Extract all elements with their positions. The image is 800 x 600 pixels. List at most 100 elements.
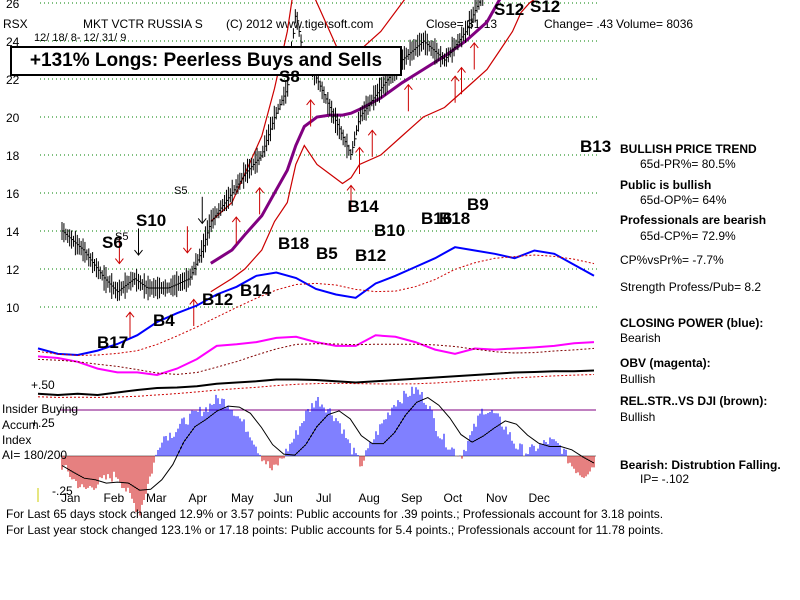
signal-label-b10: B10 bbox=[374, 221, 406, 240]
moving-average-line bbox=[210, 0, 502, 265]
signal-label-b16: B16 bbox=[421, 209, 453, 228]
cp-vs-pr: CP%vsPr%= -7.7% bbox=[620, 253, 724, 267]
rel-value: Bullish bbox=[620, 410, 656, 424]
signal-arrow-head bbox=[255, 186, 265, 194]
signal-arrow-head bbox=[367, 129, 377, 136]
signal-label-b14: B14 bbox=[347, 197, 379, 216]
signal-arrow-head bbox=[346, 184, 356, 191]
accum-ma-line bbox=[61, 397, 595, 491]
obv-title: OBV (magenta): bbox=[620, 356, 711, 370]
y-tick-label: 22 bbox=[6, 73, 20, 87]
ip-value: IP= -.102 bbox=[640, 472, 690, 486]
accum-index-layer bbox=[60, 386, 596, 516]
lower-band-line bbox=[210, 0, 535, 293]
accum-title-2: Accum bbox=[2, 418, 39, 432]
accum-plus25: +.25 bbox=[31, 416, 55, 430]
y-tick-label: 18 bbox=[6, 149, 20, 163]
prof-title: Professionals are bearish bbox=[620, 213, 767, 227]
price-bars bbox=[61, 0, 484, 302]
strength: Strength Profess/Pub= 8.2 bbox=[620, 280, 762, 294]
trend-title: BULLISH PRICE TREND bbox=[620, 142, 757, 156]
signal-label-b13: B13 bbox=[580, 137, 612, 156]
signal-arrow-head bbox=[450, 75, 460, 82]
rel-str-line-ma bbox=[37, 374, 595, 398]
x-tick-label: Apr bbox=[189, 491, 208, 505]
prof-value: 65d-CP%= 72.9% bbox=[640, 229, 736, 243]
rel-str-line bbox=[37, 369, 595, 397]
x-axis-labels: Jan Feb Mar Apr May Jun Jul Aug Sep Oct Nov Dec bbox=[37, 488, 550, 505]
change-value: Change= .43 bbox=[544, 17, 614, 31]
closing-power-line bbox=[37, 246, 595, 357]
x-tick-label: Oct bbox=[444, 491, 463, 505]
x-tick-label: Jan bbox=[61, 491, 80, 505]
signal-arrow-head bbox=[125, 311, 135, 318]
y-tick-label: 26 bbox=[6, 0, 20, 11]
signal-arrow-head bbox=[469, 42, 479, 49]
accum-plus50: +.50 bbox=[31, 378, 55, 392]
ticker: RSX bbox=[3, 17, 28, 31]
signal-label-s12: S12 bbox=[494, 0, 525, 19]
y-tick-label: 10 bbox=[6, 301, 20, 315]
signal-arrow-head bbox=[457, 66, 466, 73]
signal-label-b18: B18 bbox=[439, 209, 471, 228]
x-tick-label: May bbox=[231, 491, 254, 505]
cp-title: CLOSING POWER (blue): bbox=[620, 316, 764, 330]
footer-line-1: For Last 65 days stock changed 12.9% or … bbox=[6, 507, 664, 521]
y-axis-ticks: 1012141618202224262830 bbox=[6, 0, 20, 315]
x-tick-label: Jul bbox=[316, 491, 331, 505]
fund-name: MKT VCTR RUSSIA S bbox=[83, 17, 203, 31]
obv-line-ma bbox=[37, 343, 595, 375]
signal-label-b12: B12 bbox=[202, 290, 234, 309]
signal-label-b12: B12 bbox=[355, 246, 387, 265]
indicators-layer bbox=[37, 246, 595, 398]
y-tick-label: 14 bbox=[6, 225, 20, 239]
bearish-title: Bearish: Distrubtion Falling. bbox=[620, 458, 781, 472]
y-tick-label: 24 bbox=[6, 35, 20, 49]
accum-title-3: Index bbox=[2, 433, 32, 447]
x-tick-label: Nov bbox=[486, 491, 507, 505]
copyright: (C) 2012 www.tigersoft.com bbox=[226, 17, 374, 31]
signal-label-b17: B17 bbox=[97, 333, 129, 352]
signal-label-b18: B18 bbox=[278, 234, 310, 253]
signal-label-s5: S5 bbox=[174, 185, 188, 197]
y-tick-label: 20 bbox=[6, 111, 20, 125]
rel-title: REL.STR..VS DJI (brown): bbox=[620, 394, 768, 408]
footer-line-2: For Last year stock changed 123.1% or 17… bbox=[6, 523, 664, 537]
signal-arrow-head bbox=[182, 247, 192, 254]
accum-minus25: -.25 bbox=[52, 484, 73, 498]
signal-label-b4: B4 bbox=[153, 311, 175, 330]
volume-value: Volume= 8036 bbox=[616, 17, 694, 31]
x-tick-label: Jun bbox=[274, 491, 293, 505]
signal-arrow-head bbox=[189, 298, 199, 305]
signal-label-s6: S6 bbox=[102, 233, 123, 252]
x-tick-label: Aug bbox=[359, 491, 380, 505]
x-tick-label: Mar bbox=[146, 491, 167, 505]
x-tick-label: Feb bbox=[104, 491, 125, 505]
public-title: Public is bullish bbox=[620, 178, 712, 192]
obv-line bbox=[37, 334, 595, 377]
cp-value: Bearish bbox=[620, 331, 661, 345]
y-tick-label: 12 bbox=[6, 263, 20, 277]
y-tick-label: 16 bbox=[6, 187, 20, 201]
accum-ai: AI= 180/200 bbox=[2, 448, 68, 462]
banner-title: +131% Longs: Peerless Buys and Sells bbox=[10, 46, 402, 76]
public-value: 65d-OP%= 64% bbox=[640, 193, 727, 207]
signal-label-s8: S8 bbox=[279, 67, 300, 86]
obv-value: Bullish bbox=[620, 372, 656, 386]
signal-arrow-head bbox=[306, 99, 316, 106]
signal-arrow-head bbox=[134, 249, 143, 256]
signal-label-s10: S10 bbox=[136, 211, 167, 230]
signal-label-b14: B14 bbox=[240, 281, 272, 300]
x-tick-label: Sep bbox=[401, 491, 423, 505]
closing-power-line-ma bbox=[37, 254, 595, 356]
signal-arrows bbox=[114, 42, 479, 339]
signal-label-b5: B5 bbox=[316, 244, 338, 263]
signal-arrow-head bbox=[197, 218, 207, 225]
accum-title-1: Insider Buying bbox=[2, 402, 79, 416]
trend-value: 65d-PR%= 80.5% bbox=[640, 157, 736, 171]
date-range: 12/ 18/ 8- 12/ 31/ 9 bbox=[34, 32, 127, 44]
signal-arrow-head bbox=[114, 258, 124, 265]
signal-label-b9: B9 bbox=[467, 195, 489, 214]
